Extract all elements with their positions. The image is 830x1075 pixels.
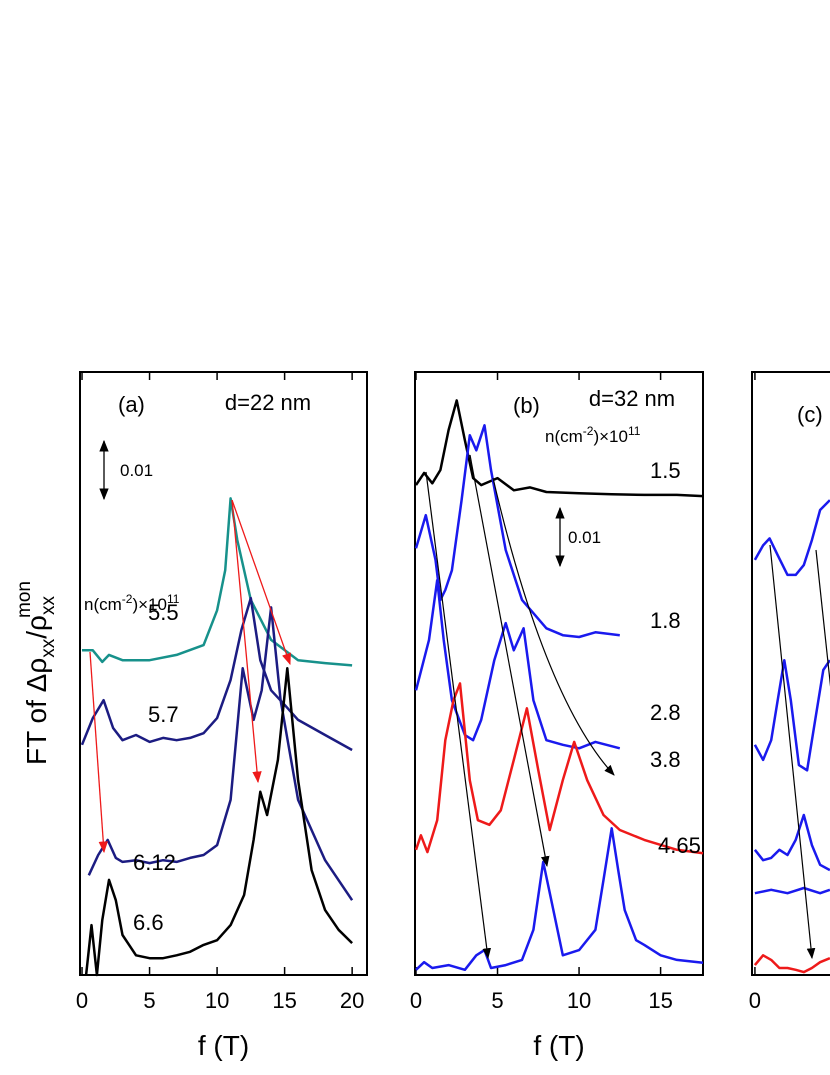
density-exp: 11 [167,592,180,606]
arrow [231,499,262,784]
x-axis-label: f (T) [198,1030,249,1061]
series-label: 1.5 [650,458,681,483]
data-line [753,813,830,872]
x-tick-label: 5 [143,988,155,1013]
arrow [89,651,108,854]
density-label: n(cm-2)×1011 [545,424,641,446]
series-label: 4.65 [658,833,701,858]
data-line [414,578,621,750]
plot-frame [79,371,368,976]
density-mid: )×10 [132,595,167,614]
panel-label: (a) [118,392,145,417]
arrow [815,549,830,687]
panel: 0 (c) [749,371,830,1013]
data-line [753,658,830,772]
x-tick-label: 10 [567,988,591,1013]
series-label: 6.6 [133,910,164,935]
x-tick-label: 15 [648,988,672,1013]
x-tick-label: 10 [205,988,229,1013]
data-line [87,606,354,901]
x-axis-label: f (T) [533,1030,584,1061]
series-label: 1.8 [650,608,681,633]
density-exp: -2 [122,592,133,606]
y-label-sup: mon [14,581,35,618]
data-line [80,596,353,752]
series-label: 2.8 [650,700,681,725]
density-base: n(cm [545,427,583,446]
annotation: d=22 nm [225,390,311,415]
series-label: 5.7 [148,702,179,727]
x-tick-label: 0 [749,988,761,1013]
arrow [769,544,816,960]
panel: 0 5 10 15 20 f (T) 5.5 5.7 6.12 6.6 (a) d=22 nm n(cm… [76,371,368,1061]
plot-frame [414,371,704,976]
panel: 0 5 10 15 f (T) 1.5 1.8 2.8 3.8 4.65 (b) d=32 nm n(c… [410,371,704,1061]
arrow [425,471,492,960]
x-tick-label: 5 [491,988,503,1013]
data-line [754,886,830,895]
arrow [231,499,291,666]
arrows [89,454,830,960]
density-exp: 11 [628,424,641,438]
x-tick-label: 15 [272,988,296,1013]
y-label-mid: /ρ [21,615,52,639]
scale-bar-label: 0.01 [568,528,601,547]
series-label: 6.12 [133,850,176,875]
panel-label: (c) [797,402,823,427]
series-label: 5.5 [148,600,179,625]
annotation: d=32 nm [589,386,675,411]
y-label-main: FT of Δρ [21,658,52,765]
data-line [84,667,353,977]
arrow [469,454,550,868]
x-tick-label: 20 [340,988,364,1013]
density-label: n(cm-2)×1011 [84,592,180,614]
density-exp: -2 [583,424,594,438]
y-axis-label: FT of Δρxx/ρxxmon [14,581,59,765]
data-line [414,682,704,855]
plot-frame [751,371,830,976]
density-base: n(cm [84,595,122,614]
series-label: 3.8 [650,747,681,772]
data-line [753,499,830,577]
arrow [492,477,615,776]
data-line [415,827,704,972]
data-line [753,954,830,974]
x-tick-label: 0 [76,988,88,1013]
density-mid: )×10 [593,427,628,446]
y-label-sub: xx [38,638,59,658]
panel-label: (b) [513,393,540,418]
scale-bar-label: 0.01 [120,461,153,480]
y-label-sub: xx [38,596,59,616]
x-tick-label: 0 [410,988,422,1013]
data-line [414,399,704,498]
data-line [82,497,353,667]
